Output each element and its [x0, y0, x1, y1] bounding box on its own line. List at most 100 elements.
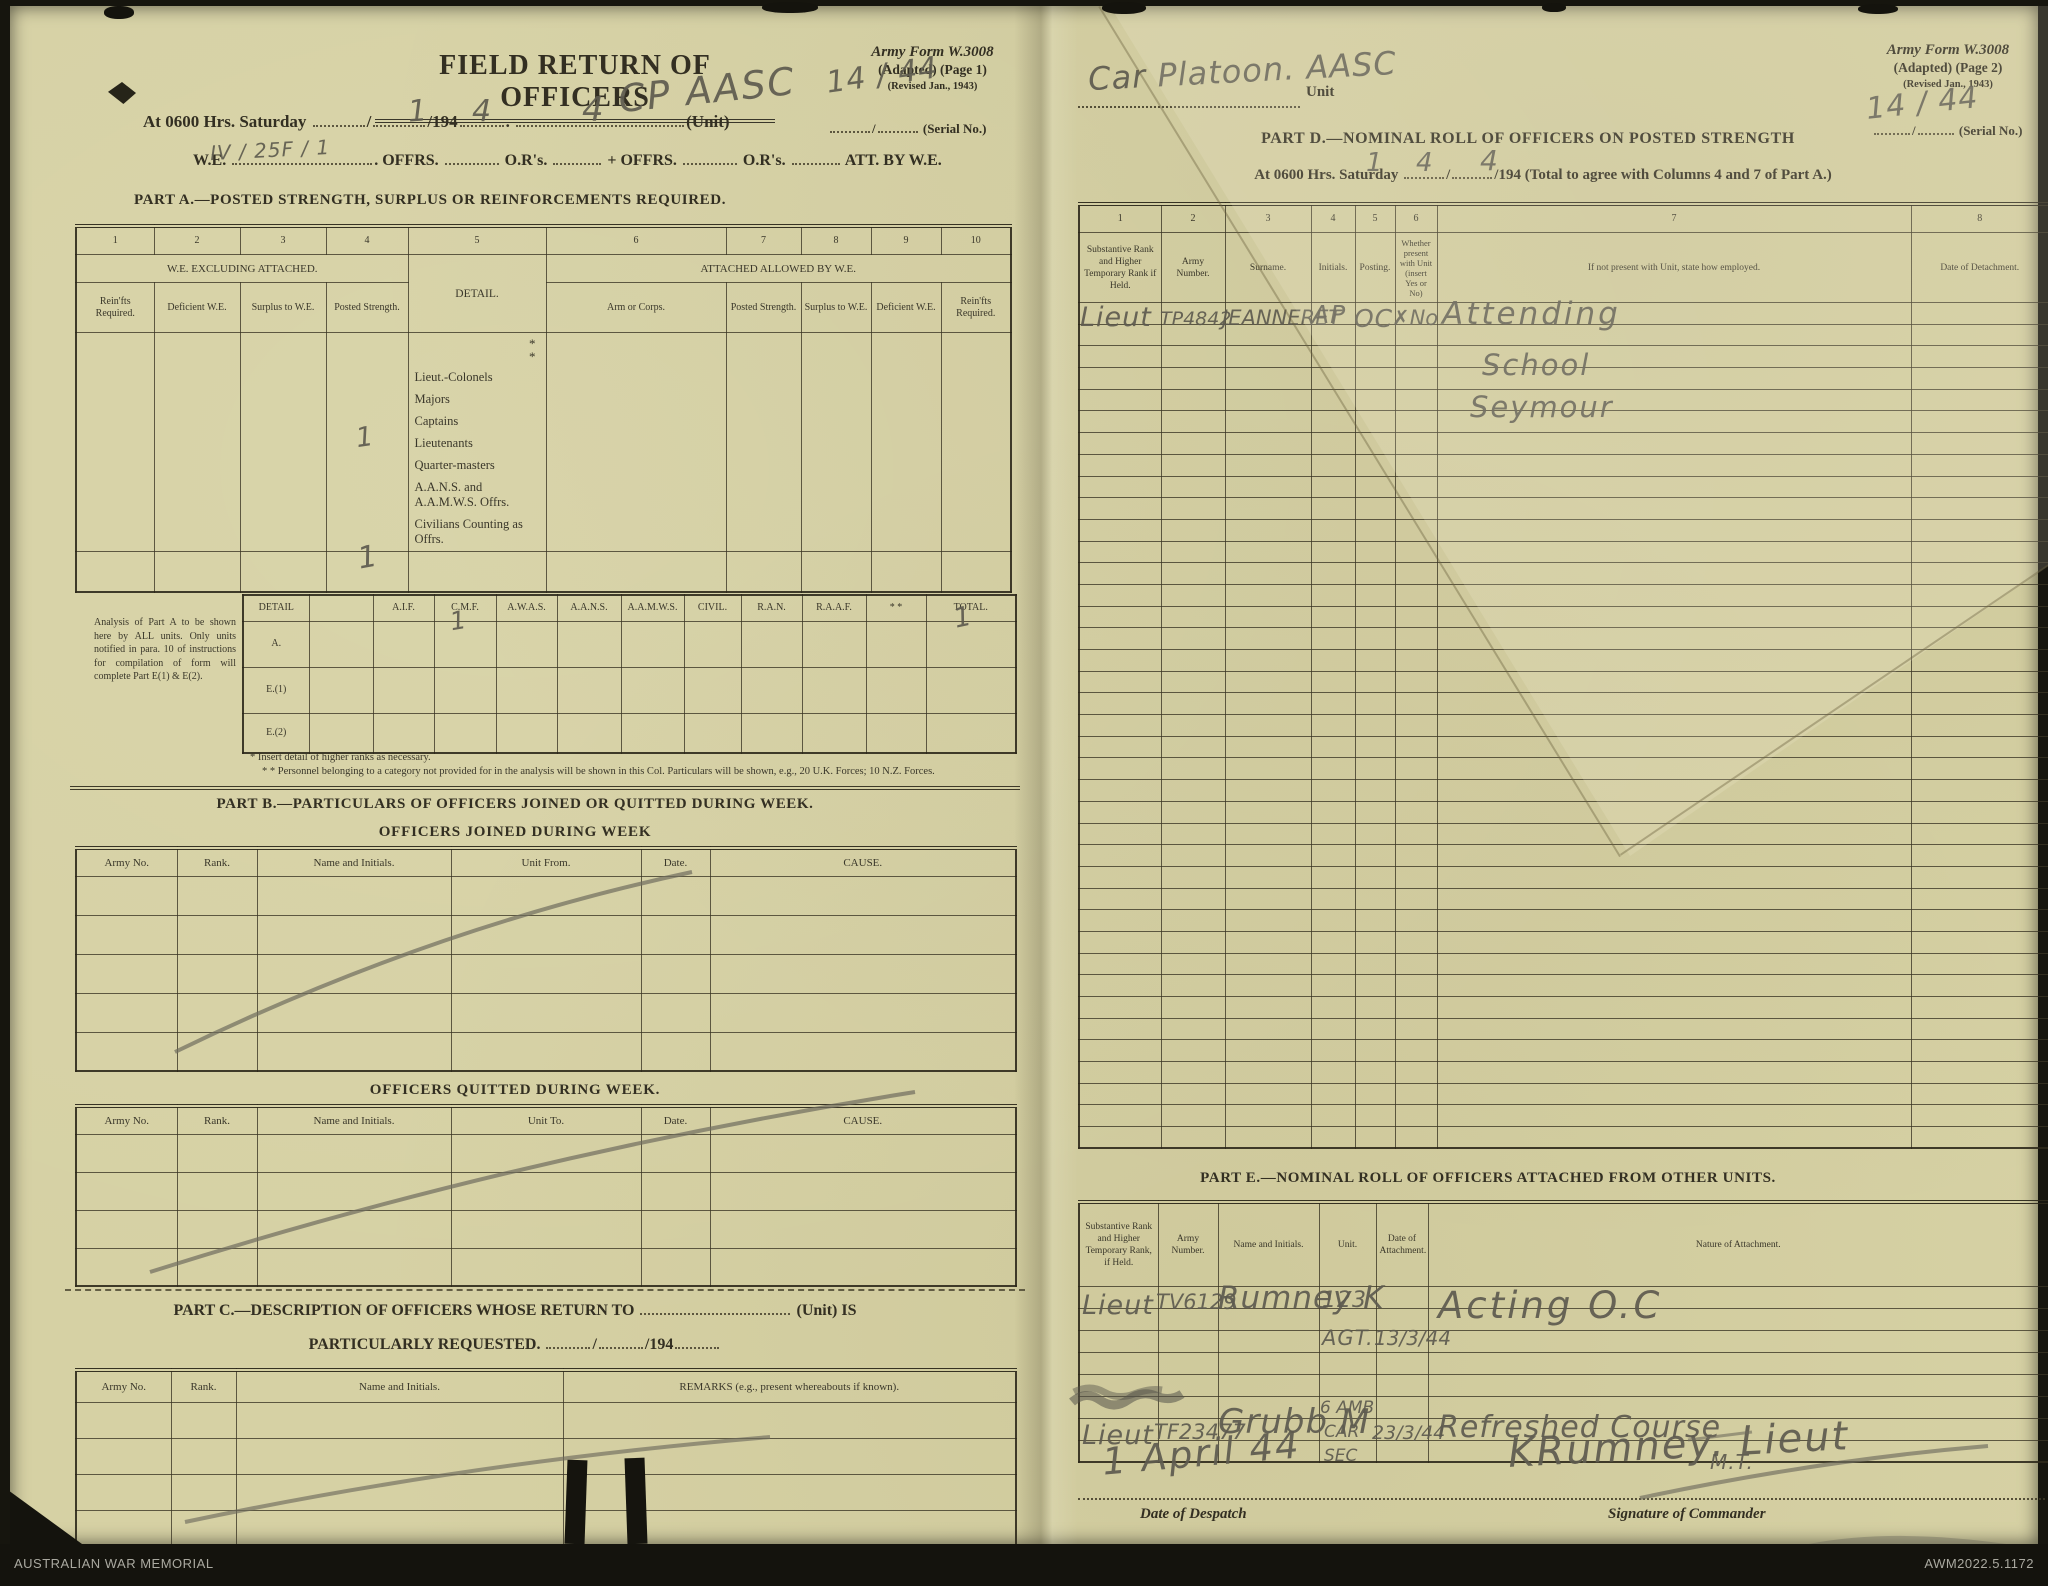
- serial-blank: [877, 118, 918, 133]
- empty-cell: [1910, 367, 2048, 390]
- col-header: Army No.: [75, 847, 178, 877]
- col-header: Army No.: [75, 1369, 172, 1403]
- empty-cell: [1394, 605, 1438, 629]
- empty-row: [1078, 822, 2048, 846]
- analysis-col: A.I.F.: [372, 594, 435, 622]
- ink-blot: [108, 82, 136, 104]
- empty-cell: [1310, 649, 1356, 672]
- empty-cell: [1310, 844, 1356, 867]
- date-line-prefix: At 0600 Hrs. Saturday: [143, 112, 307, 131]
- empty-cell: [75, 875, 178, 916]
- empty-cell: [1318, 1351, 1377, 1375]
- empty-cell: [1224, 302, 1312, 325]
- empty-cell: [640, 1247, 711, 1287]
- empty-cell: [1224, 844, 1312, 867]
- empty-cell: [1160, 930, 1226, 954]
- empty-cell: [1394, 779, 1438, 802]
- empty-row: [75, 1031, 1017, 1072]
- empty-cell: [495, 712, 558, 754]
- empty-cell: [740, 712, 803, 754]
- empty-cell: [709, 1133, 1017, 1173]
- col-number: 7: [725, 225, 802, 255]
- empty-cell: [176, 992, 258, 1033]
- part-c-heading-1: PART C.—DESCRIPTION OF OFFICERS WHOSE RE…: [75, 1300, 955, 1320]
- empty-cell: [1078, 453, 1162, 477]
- ors-label: O.R's.: [504, 152, 548, 169]
- empty-cell: [495, 620, 558, 668]
- subheader: Posted Strength.: [325, 282, 409, 333]
- serial-label: (Serial No.): [1958, 123, 2023, 138]
- empty-cell: [1436, 1017, 1912, 1041]
- empty-cell: [1160, 1039, 1226, 1063]
- subheader: Surplus to W.E.: [800, 282, 872, 333]
- empty-cell: [1310, 302, 1356, 325]
- empty-cell: [75, 551, 155, 592]
- empty-cell: [1354, 909, 1396, 932]
- empty-cell: [1354, 302, 1396, 325]
- empty-cell: [1354, 388, 1396, 412]
- empty-cell: [1910, 1104, 2048, 1128]
- empty-cell: [1310, 432, 1356, 455]
- empty-cell: [1436, 844, 1912, 867]
- empty-row: [1078, 345, 2048, 369]
- date-blank: [1452, 164, 1493, 179]
- empty-cell: [176, 1031, 258, 1072]
- empty-row: [1078, 757, 2048, 781]
- empty-cell: [450, 875, 642, 916]
- empty-cell: [1217, 1439, 1320, 1463]
- subheader: Deficient W.E.: [153, 282, 241, 333]
- empty-cell: [1394, 627, 1438, 650]
- empty-cell: [1160, 323, 1226, 347]
- unit-blank: [516, 112, 685, 127]
- date-year-blank: [459, 112, 504, 127]
- we-line: W.E. . OFFRS. O.R's. + OFFRS. O.R's. ATT…: [193, 150, 942, 170]
- part-c-heading-text: PART C.—DESCRIPTION OF OFFICERS WHOSE RE…: [173, 1302, 635, 1319]
- empty-cell: [1394, 844, 1438, 867]
- empty-cell: [75, 992, 178, 1033]
- col-header: Substantive Rank and Higher Temporary Ra…: [1078, 232, 1162, 303]
- empty-cell: [1160, 432, 1226, 455]
- empty-cell: [709, 992, 1017, 1033]
- form-reference-p2: Army Form W.3008 (Adapted) (Page 2) (Rev…: [1858, 42, 2038, 93]
- empty-cell: [620, 620, 685, 668]
- empty-cell: [556, 620, 622, 668]
- empty-cell: [176, 914, 258, 955]
- empty-cell: [1224, 1039, 1312, 1063]
- empty-cell: [1354, 757, 1396, 781]
- empty-cell: [1078, 930, 1162, 954]
- empty-cell: [75, 1509, 172, 1547]
- empty-cell: [1394, 735, 1438, 759]
- empty-row: [1078, 909, 2048, 932]
- empty-cell: [1160, 909, 1226, 932]
- col-header: Whether present with Unit (insert Yes or…: [1394, 232, 1438, 303]
- empty-cell: [1224, 909, 1312, 932]
- empty-cell: [1394, 865, 1438, 889]
- empty-cell: [75, 1247, 178, 1287]
- footnote-1: * Insert detail of higher ranks as neces…: [250, 752, 431, 763]
- empty-cell: [308, 594, 374, 622]
- empty-cell: [1078, 735, 1162, 759]
- analysis-row-label: E.(2): [242, 712, 310, 754]
- empty-cell: [1078, 974, 1162, 997]
- empty-row: [1078, 562, 2048, 585]
- empty-cell: [1910, 865, 2048, 889]
- empty-cell: [1224, 1017, 1312, 1041]
- empty-cell: [176, 1133, 258, 1173]
- empty-cell: [1217, 1329, 1320, 1353]
- empty-cell: [740, 620, 803, 668]
- empty-cell: [75, 1437, 172, 1475]
- date-month-blank: [373, 112, 426, 127]
- col-header: Army No.: [75, 1105, 178, 1135]
- col-header: Date of Attachment.: [1375, 1201, 1429, 1287]
- empty-row: [1078, 670, 2048, 694]
- empty-row: [1078, 1082, 2048, 1106]
- edge-tear: [1542, 3, 1566, 12]
- empty-cell: [1318, 1417, 1377, 1441]
- empty-cell: [1394, 822, 1438, 846]
- footer-institution: AUSTRALIAN WAR MEMORIAL: [14, 1556, 214, 1571]
- part-a-body-row: * * Lieut.-Colonels Majors Captains Lieu…: [75, 332, 1012, 552]
- empty-row: [1078, 1017, 2048, 1041]
- empty-cell: [1910, 1039, 2048, 1063]
- empty-cell: [1436, 952, 1912, 976]
